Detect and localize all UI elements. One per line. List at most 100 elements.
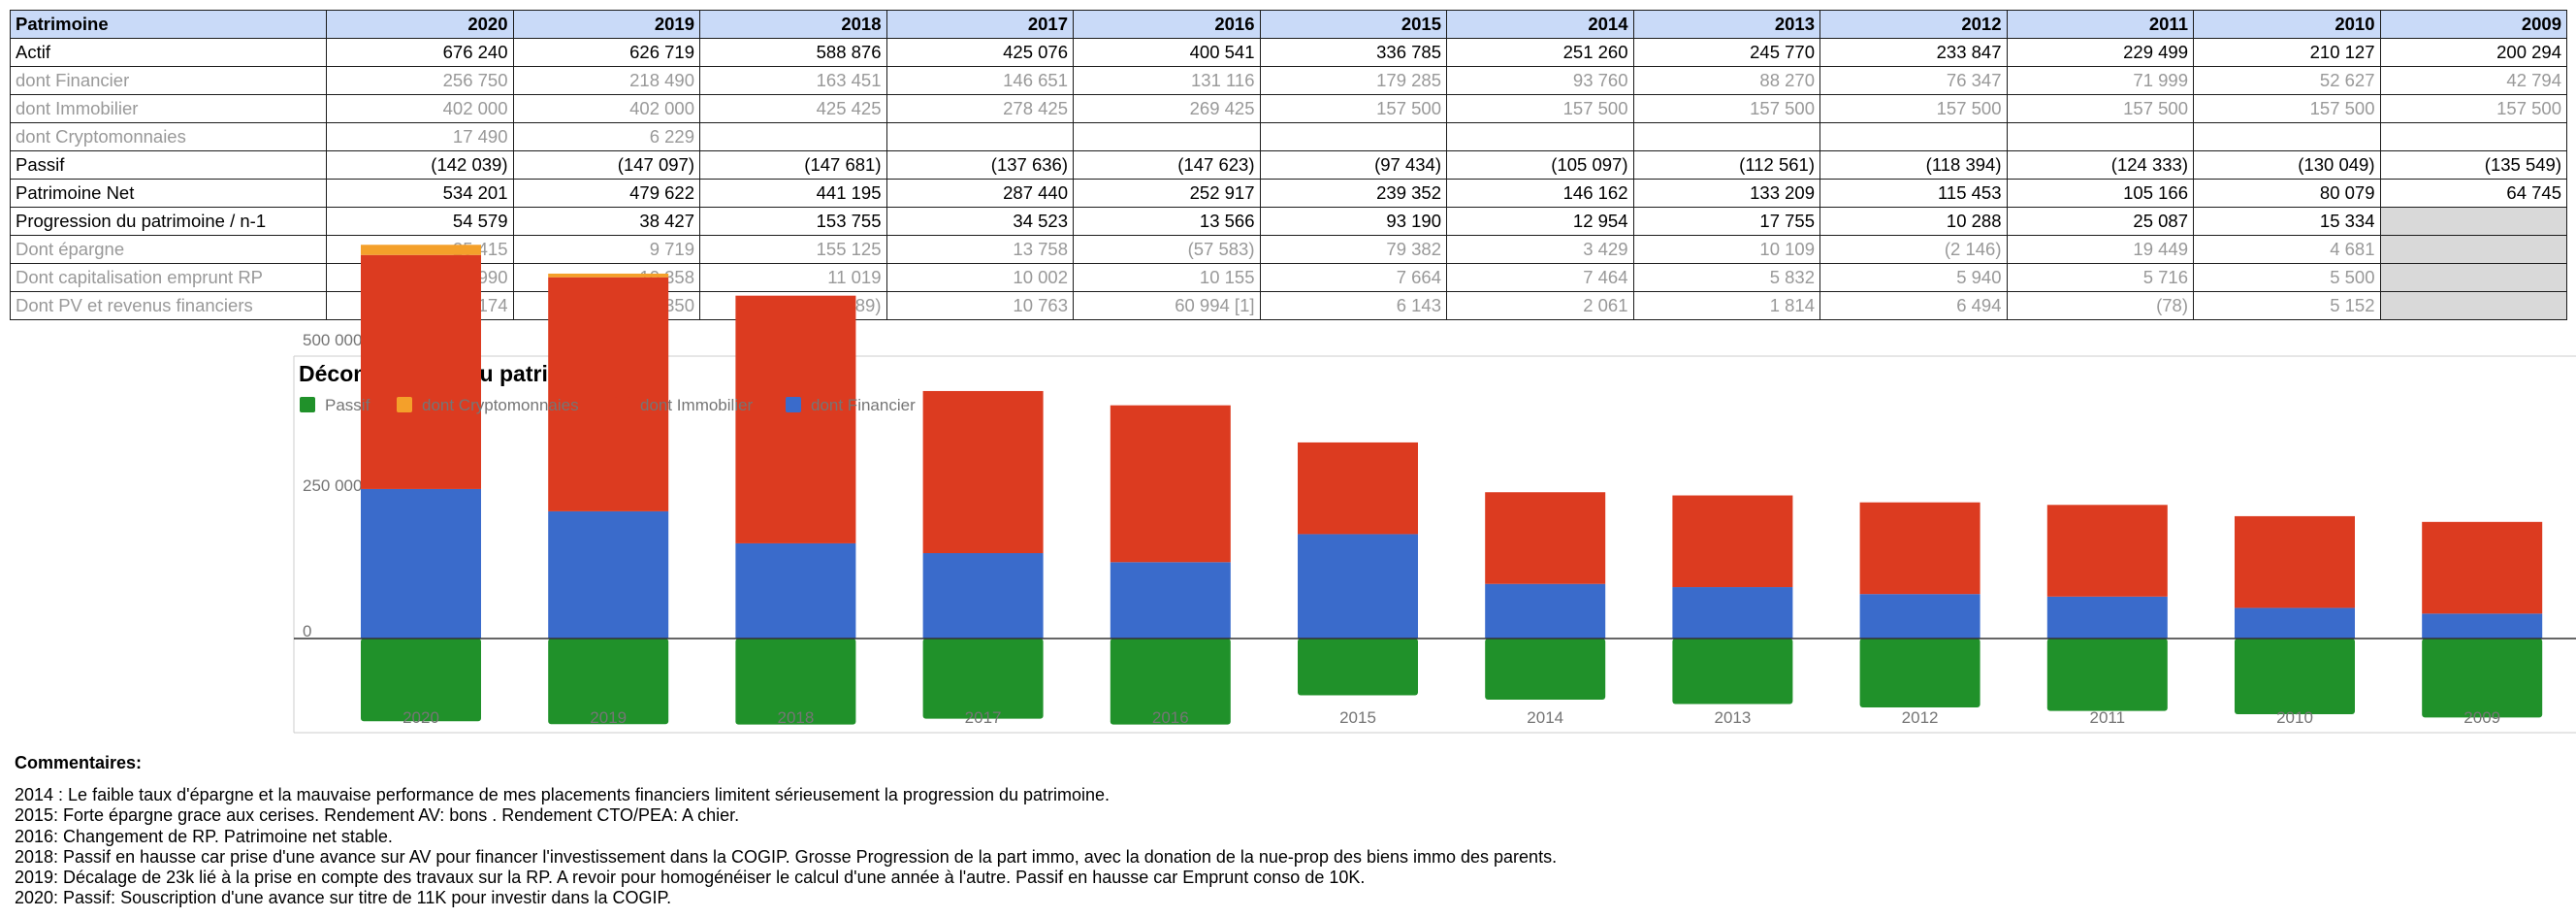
table-cell[interactable]: 88 270 <box>1632 66 1820 95</box>
bar-financier <box>2046 596 2168 639</box>
table-cell[interactable]: (97 434) <box>1259 150 1447 180</box>
table-cell[interactable]: 10 155 <box>1073 263 1261 292</box>
table-cell[interactable]: (105 097) <box>1446 150 1634 180</box>
table-cell[interactable] <box>886 122 1074 151</box>
table-cell[interactable]: (147 623) <box>1073 150 1261 180</box>
table-cell[interactable]: 1 814 <box>1632 291 1820 320</box>
table-cell[interactable]: 179 285 <box>1259 66 1447 95</box>
table-cell[interactable]: 153 755 <box>699 207 887 236</box>
header-year[interactable]: 2017 <box>886 10 1074 39</box>
header-year[interactable]: 2012 <box>1819 10 2008 39</box>
header-year[interactable]: 2015 <box>1259 10 1447 39</box>
table-cell[interactable]: 157 500 <box>2006 94 2194 123</box>
table-cell[interactable]: 534 201 <box>326 179 514 208</box>
row-label[interactable]: dont Cryptomonnaies <box>10 122 327 151</box>
table-cell[interactable]: 479 622 <box>512 179 700 208</box>
table-cell[interactable]: (118 394) <box>1819 150 2008 180</box>
table-cell[interactable]: 93 190 <box>1259 207 1447 236</box>
table-cell[interactable]: 80 079 <box>2193 179 2381 208</box>
row-label[interactable]: Progression du patrimoine / n-1 <box>10 207 327 236</box>
comments-list: 2014 : Le faible taux d'épargne et la ma… <box>15 785 1557 908</box>
row-label[interactable]: Patrimoine Net <box>10 179 327 208</box>
table-cell[interactable] <box>2379 291 2567 320</box>
table-cell[interactable]: 157 500 <box>1632 94 1820 123</box>
table-cell[interactable]: 239 352 <box>1259 179 1447 208</box>
table-cell[interactable]: 11 019 <box>699 263 887 292</box>
table-cell[interactable]: 10 109 <box>1632 235 1820 264</box>
table-cell[interactable]: 6 494 <box>1819 291 2008 320</box>
table-cell[interactable]: 252 917 <box>1073 179 1261 208</box>
header-year[interactable]: 2009 <box>2379 10 2567 39</box>
table-cell[interactable] <box>1632 122 1820 151</box>
table-cell[interactable]: 626 719 <box>512 38 700 67</box>
table-cell[interactable]: (2 146) <box>1819 235 2008 264</box>
table-cell[interactable]: 588 876 <box>699 38 887 67</box>
row-label[interactable]: Passif <box>10 150 327 180</box>
row-label[interactable]: Actif <box>10 38 327 67</box>
table-cell[interactable]: 5 152 <box>2193 291 2381 320</box>
table-cell[interactable]: 6 143 <box>1259 291 1447 320</box>
table-cell[interactable]: 12 954 <box>1446 207 1634 236</box>
header-year[interactable]: 2011 <box>2006 10 2194 39</box>
table-cell[interactable] <box>1259 122 1447 151</box>
table-cell[interactable]: 25 087 <box>2006 207 2194 236</box>
table-cell[interactable]: 93 760 <box>1446 66 1634 95</box>
table-cell[interactable]: 115 453 <box>1819 179 2008 208</box>
table-cell[interactable]: (57 583) <box>1073 235 1261 264</box>
table-cell[interactable]: 7 664 <box>1259 263 1447 292</box>
table-cell[interactable]: 157 500 <box>1819 94 2008 123</box>
table-cell[interactable]: 5 832 <box>1632 263 1820 292</box>
table-cell[interactable]: 210 127 <box>2193 38 2381 67</box>
table-cell[interactable]: 6 229 <box>512 122 700 151</box>
table-cell[interactable]: 163 451 <box>699 66 887 95</box>
table-cell[interactable]: 269 425 <box>1073 94 1261 123</box>
table-cell[interactable]: (142 039) <box>326 150 514 180</box>
table-cell[interactable]: 5 940 <box>1819 263 2008 292</box>
table-cell[interactable]: 133 209 <box>1632 179 1820 208</box>
table-cell[interactable]: 157 500 <box>1259 94 1447 123</box>
table-cell[interactable]: 402 000 <box>512 94 700 123</box>
table-cell[interactable]: (124 333) <box>2006 150 2194 180</box>
table-cell[interactable]: 245 770 <box>1632 38 1820 67</box>
table-cell[interactable] <box>2379 207 2567 236</box>
table-cell[interactable]: (112 561) <box>1632 150 1820 180</box>
header-year[interactable]: 2014 <box>1446 10 1634 39</box>
table-cell[interactable]: 79 382 <box>1259 235 1447 264</box>
table-cell[interactable]: 218 490 <box>512 66 700 95</box>
table-cell[interactable]: 13 566 <box>1073 207 1261 236</box>
x-tick-label: 2011 <box>2090 708 2126 727</box>
row-label[interactable]: dont Immobilier <box>10 94 327 123</box>
bar-financier <box>1110 562 1231 639</box>
table-cell[interactable]: 4 681 <box>2193 235 2381 264</box>
table-cell[interactable]: 425 425 <box>699 94 887 123</box>
table-cell[interactable]: 251 260 <box>1446 38 1634 67</box>
table-cell[interactable]: 7 464 <box>1446 263 1634 292</box>
table-cell[interactable]: 256 750 <box>326 66 514 95</box>
table-cell[interactable]: 676 240 <box>326 38 514 67</box>
table-cell[interactable] <box>1819 122 2008 151</box>
bar-passif <box>548 639 669 725</box>
table-cell[interactable]: (78) <box>2006 291 2194 320</box>
table-cell[interactable] <box>2379 263 2567 292</box>
table-row: Passif (142 039) (147 097) (147 681) (137 63… <box>10 150 2567 180</box>
table-cell[interactable]: 5 716 <box>2006 263 2194 292</box>
row-label[interactable]: Dont PV et revenus financiers <box>10 291 327 320</box>
table-cell[interactable]: 52 627 <box>2193 66 2381 95</box>
table-cell[interactable]: 233 847 <box>1819 38 2008 67</box>
row-label[interactable]: Dont épargne <box>10 235 327 264</box>
header-label[interactable]: Patrimoine <box>10 10 327 39</box>
table-cell[interactable]: 42 794 <box>2379 66 2567 95</box>
table-cell[interactable]: (147 681) <box>699 150 887 180</box>
header-year[interactable]: 2018 <box>699 10 887 39</box>
header-year[interactable]: 2013 <box>1632 10 1820 39</box>
table-cell[interactable]: 105 166 <box>2006 179 2194 208</box>
bar-cryptomonnaies <box>548 273 669 278</box>
header-year[interactable]: 2016 <box>1073 10 1261 39</box>
row-label[interactable]: Dont capitalisation emprunt RP <box>10 263 327 292</box>
bar-passif <box>361 639 481 722</box>
table-cell[interactable]: 17 490 <box>326 122 514 151</box>
table-cell[interactable]: 60 994 [1] <box>1073 291 1261 320</box>
table-cell[interactable]: 13 758 <box>886 235 1074 264</box>
table-cell[interactable]: 157 500 <box>2193 94 2381 123</box>
table-cell[interactable] <box>2379 235 2567 264</box>
